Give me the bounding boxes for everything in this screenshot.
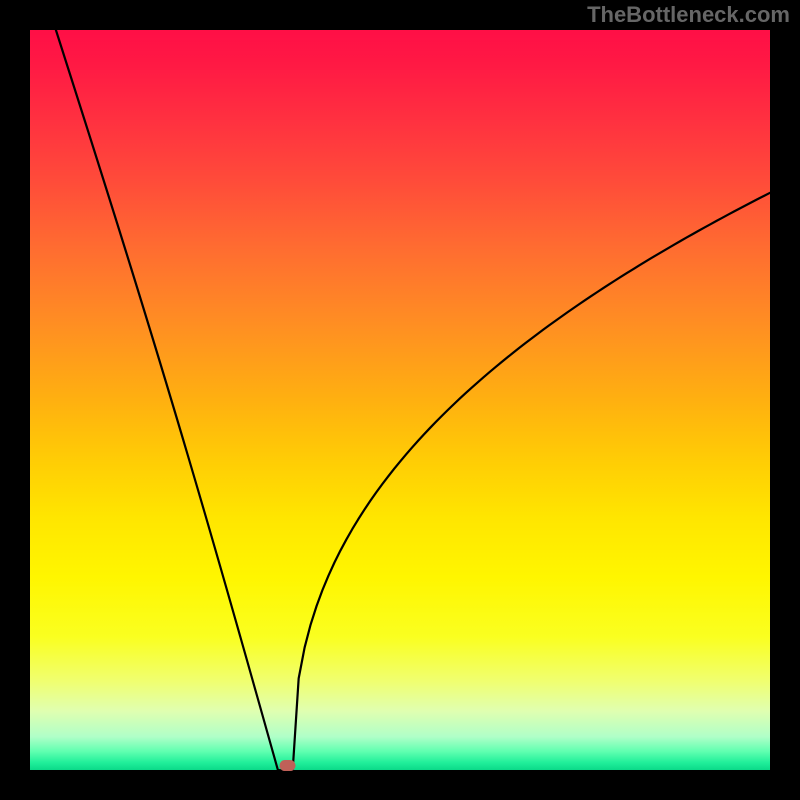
- operating-point-marker: [280, 761, 295, 771]
- bottleneck-chart: [0, 0, 800, 800]
- chart-container: TheBottleneck.com: [0, 0, 800, 800]
- plot-gradient-background: [30, 30, 770, 770]
- watermark-text: TheBottleneck.com: [587, 2, 790, 28]
